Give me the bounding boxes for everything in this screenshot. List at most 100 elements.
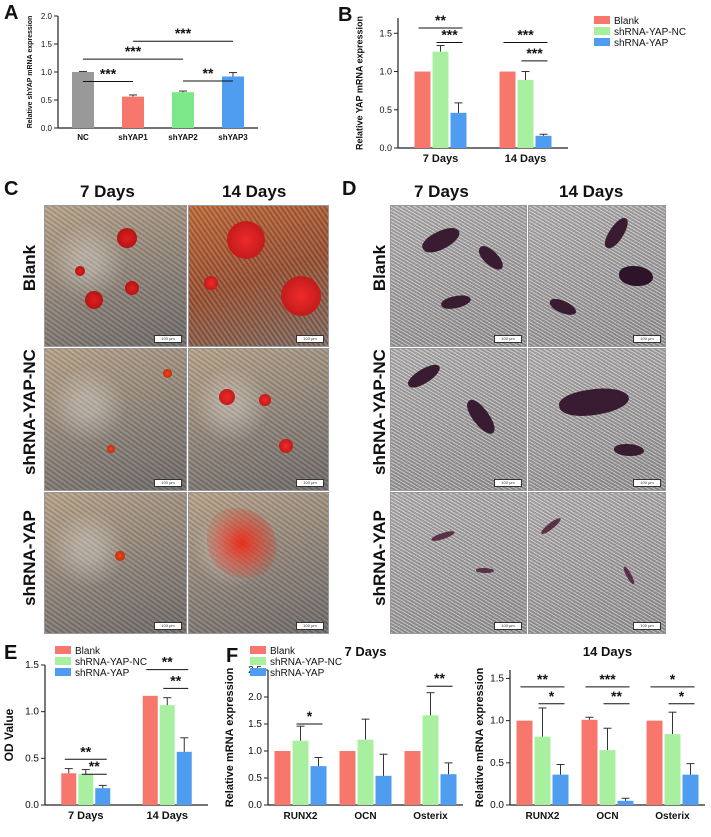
mineral-nodule [163, 369, 172, 378]
significance-label: ** [89, 758, 100, 774]
x-tick-label: RUNX2 [284, 811, 318, 822]
x-tick-label: Osterix [413, 811, 448, 822]
chart-title: 7 Days [345, 644, 387, 659]
scale-bar: 100 μm [296, 622, 324, 630]
bar [499, 71, 516, 148]
y-tick-label: 0.0 [41, 124, 53, 133]
alp-stain [462, 396, 500, 438]
y-tick-label: 0.0 [379, 143, 392, 153]
d-row-shrna-yap-nc: shRNA-YAP-NC [370, 349, 389, 475]
alp-stain [539, 515, 563, 537]
scale-bar: 100 μm [633, 479, 661, 487]
alp-stain [547, 296, 579, 318]
bar [535, 135, 552, 148]
chart-title: 14 Days [583, 644, 632, 659]
x-tick-label: OCN [596, 811, 618, 822]
ars-shrna-yap-nc-14days: 100 μm [188, 348, 329, 491]
significance-label: *** [125, 43, 142, 59]
bar [682, 774, 699, 805]
bar [450, 112, 467, 148]
y-tick-label: 0.0 [248, 800, 262, 811]
bar [176, 751, 192, 805]
bar [72, 72, 94, 128]
scale-bar: 100 μm [494, 479, 522, 487]
legend-swatch [250, 668, 266, 676]
legend-label: shRNA-YAP [75, 668, 130, 679]
significance-label: *** [100, 66, 117, 82]
alp-blank-7days: 100 μm [390, 205, 527, 347]
scale-bar: 100 μm [154, 622, 182, 630]
ars-blank-14days: 100 μm [188, 205, 329, 347]
mineral-nodule [204, 276, 218, 290]
bar [142, 695, 158, 805]
significance-label: *** [441, 26, 458, 42]
chart-b: 0.0 0.5 1.0 1.5 Relative YAP mRNA expression… [354, 12, 686, 165]
bar [534, 736, 551, 805]
significance-label: *** [175, 25, 192, 41]
y-tick-label: 0.5 [490, 758, 504, 769]
x-tick-label: 14 Days [505, 153, 547, 165]
panel-label-f: F [226, 645, 239, 667]
scale-bar: 100 μm [296, 479, 324, 487]
scale-bar: 100 μm [494, 622, 522, 630]
y-tick-label: 0.5 [379, 105, 392, 115]
bar [292, 740, 309, 805]
x-tick-label: RUNX2 [526, 811, 560, 822]
bar [414, 71, 431, 148]
y-axis-label: Relative YAP mRNA expression [354, 16, 364, 150]
scale-bar: 100 μm [154, 479, 182, 487]
y-tick-label: 1.0 [41, 68, 53, 77]
legend-swatch [594, 27, 610, 35]
alp-shrna-yap-nc-7days: 100 μm [390, 348, 527, 491]
c-col-7days: 7 Days [80, 182, 135, 201]
legend-label: shRNA-YAP-NC [270, 657, 342, 668]
y-tick-label: 1.5 [248, 719, 262, 730]
alp-stain [475, 242, 507, 274]
bar [172, 92, 194, 128]
bar [440, 774, 457, 805]
d-col-7days: 7 Days [414, 182, 469, 201]
c-row-shrna-yap: shRNA-YAP [20, 510, 39, 606]
y-tick-label: 0.5 [41, 96, 53, 105]
bar [517, 79, 534, 148]
bar [159, 705, 175, 805]
significance-label: *** [526, 45, 543, 61]
x-tick-label: NC [77, 133, 89, 142]
legend-swatch [55, 668, 71, 676]
c-col-14days: 14 Days [222, 182, 287, 201]
x-tick-label: OCN [354, 811, 376, 822]
y-tick-label: 1.0 [248, 746, 262, 757]
y-tick-label: 0.0 [490, 800, 504, 811]
legend-swatch [55, 646, 71, 654]
significance-label: *** [517, 26, 534, 42]
y-axis-label: OD Value [2, 708, 16, 761]
y-axis-label: Relative shYAP mRNA expression [27, 16, 34, 129]
bar [552, 774, 569, 805]
legend-label: shRNA-YAP [270, 668, 325, 679]
legend-label: Blank [270, 646, 296, 657]
bar [339, 751, 356, 805]
alp-stain [430, 529, 456, 543]
bar [422, 715, 439, 805]
alp-stain [619, 266, 653, 286]
legend-label: shRNA-YAP-NC [614, 27, 686, 38]
bar [310, 766, 327, 805]
scale-bar: 100 μm [154, 335, 182, 343]
x-tick-label: 14 Days [146, 810, 188, 822]
bar [61, 773, 77, 805]
mineral-nodule [75, 266, 85, 276]
ars-shrna-yap-7days: 100 μm [44, 492, 187, 634]
c-row-blank: Blank [20, 244, 39, 292]
c-row-shrna-yap-nc: shRNA-YAP-NC [20, 349, 39, 475]
panel-label-d: D [342, 178, 357, 200]
bar [222, 76, 244, 128]
alp-stain [419, 222, 463, 258]
y-tick-label: 1.0 [25, 707, 39, 718]
legend-swatch [594, 16, 610, 24]
y-axis-label: Relative mRNA expression [224, 667, 236, 807]
y-tick-label: 1.5 [25, 660, 39, 671]
x-tick-label: shYAP1 [118, 133, 148, 142]
mineral-nodule [107, 445, 115, 453]
bar [95, 788, 111, 805]
